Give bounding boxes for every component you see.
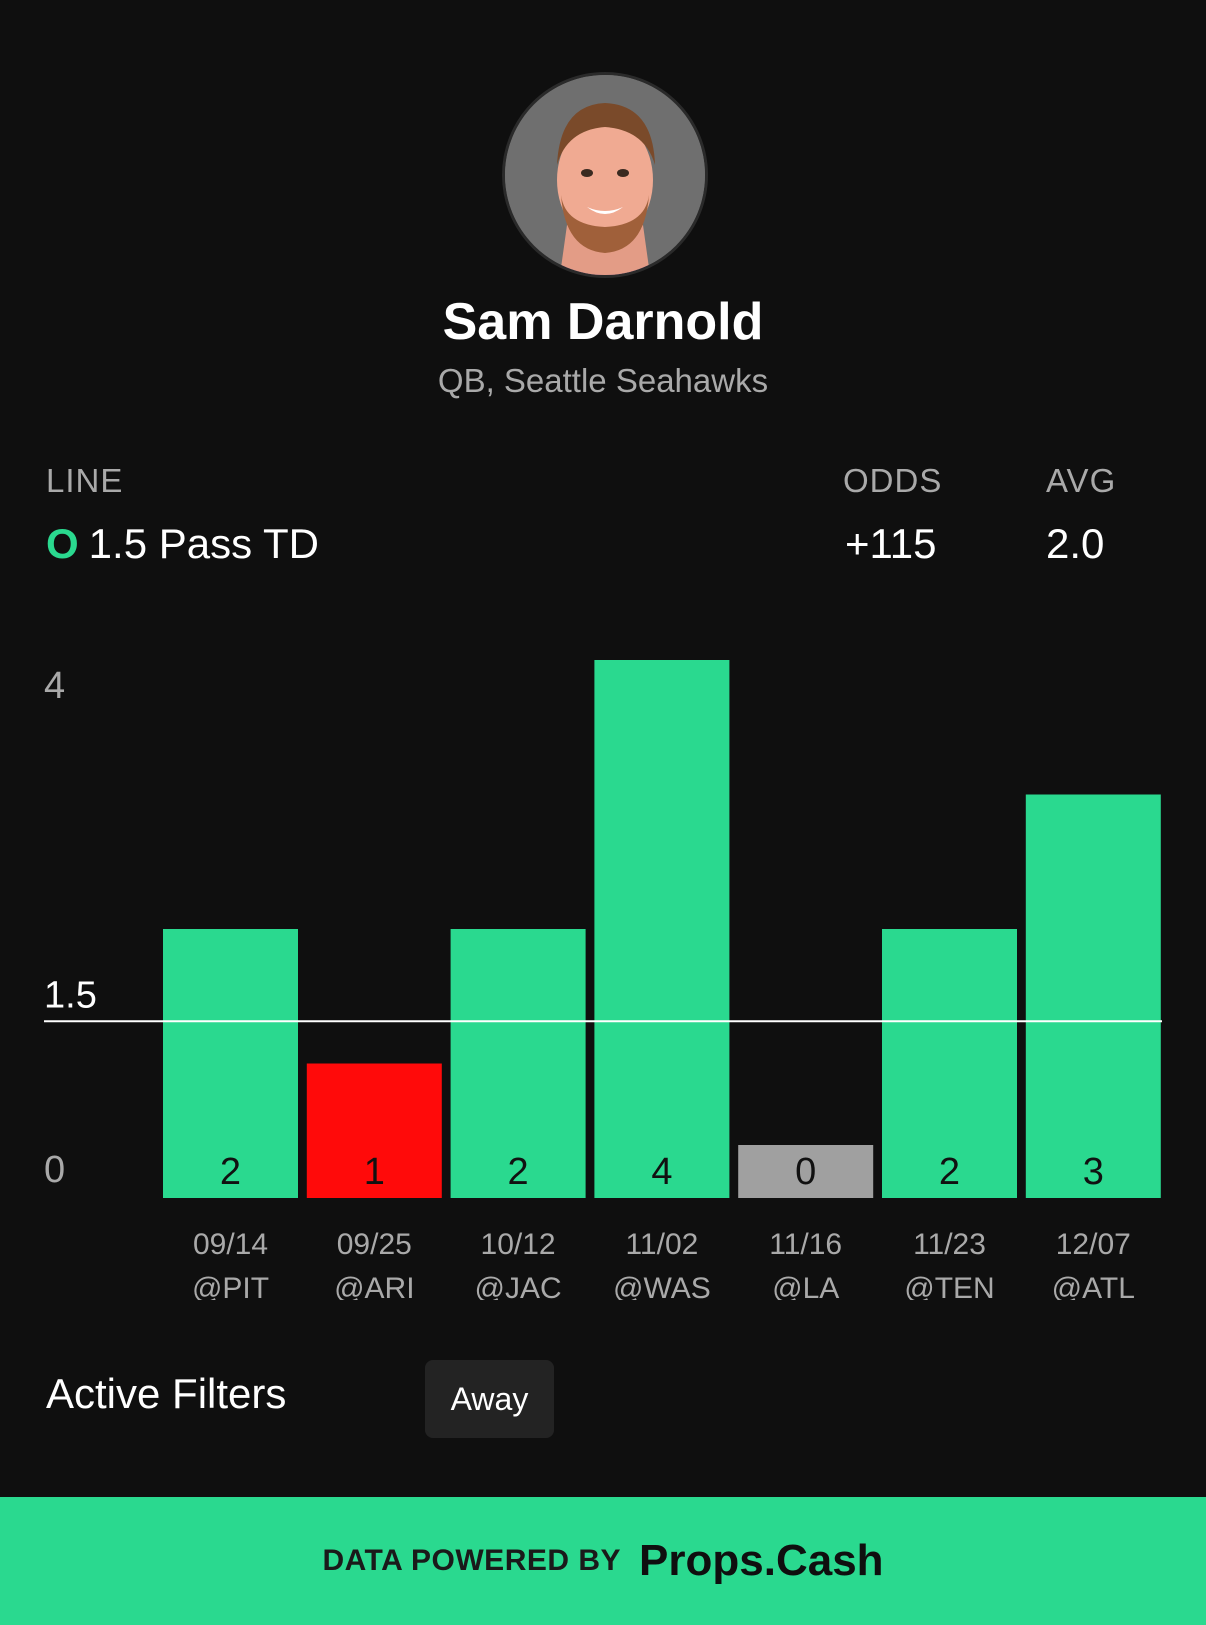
bar-6 — [1025, 794, 1161, 1198]
player-headshot — [505, 75, 705, 275]
active-filters-title: Active Filters — [46, 1370, 287, 1417]
x-tick-opponent-4: @LA — [772, 1272, 839, 1300]
x-tick-date-3: 11/02 — [625, 1228, 698, 1261]
x-tick-opponent-0: @PIT — [192, 1272, 269, 1300]
bar-value-label-0: 2 — [220, 1151, 241, 1193]
x-tick-opponent-1: @ARI — [334, 1272, 414, 1300]
x-tick-opponent-5: @TEN — [904, 1272, 994, 1300]
over-indicator: O — [46, 520, 79, 567]
player-position-team: QB, Seattle Seahawks — [437, 362, 769, 399]
filter-chip-away[interactable]: Away — [425, 1360, 554, 1438]
line-label: LINE — [46, 462, 124, 499]
bar-value-label-1: 1 — [364, 1151, 385, 1193]
footer-banner: DATA POWERED BY Props.Cash — [0, 1497, 1206, 1625]
x-tick-date-5: 11/23 — [913, 1228, 986, 1261]
x-tick-date-1: 09/25 — [337, 1228, 412, 1261]
bar-value-label-4: 0 — [795, 1151, 816, 1193]
x-tick-date-0: 09/14 — [193, 1228, 268, 1261]
footer-brand-logo[interactable]: Props.Cash — [639, 1536, 884, 1585]
player-avatar — [502, 72, 708, 278]
x-tick-opponent-3: @WAS — [613, 1272, 711, 1300]
bar-1 — [306, 1063, 442, 1198]
bar-5 — [882, 929, 1017, 1198]
odds-value: +115 — [845, 520, 937, 567]
x-tick-opponent-6: @ATL — [1052, 1272, 1135, 1300]
bar-3 — [594, 660, 730, 1198]
bar-value-label-2: 2 — [508, 1151, 529, 1193]
pass-td-bar-chart: 2 09/14 @PIT 1 09/25 @ARI 2 10/12 @JAC 4 11/02 @WAS… — [44, 660, 1162, 1300]
bar-value-label-3: 4 — [651, 1151, 672, 1193]
y-tick-4: 4 — [44, 665, 65, 707]
x-tick-date-6: 12/07 — [1056, 1228, 1131, 1261]
odds-label: ODDS — [843, 462, 943, 499]
footer-label: DATA POWERED BY — [322, 1544, 622, 1577]
player-name: Sam Darnold — [442, 293, 764, 351]
y-tick-0: 0 — [44, 1149, 65, 1191]
bar-value-label-5: 2 — [939, 1151, 960, 1193]
line-value-group: O 1.5 Pass TD — [46, 520, 319, 568]
bar-0 — [163, 929, 298, 1198]
bar-2 — [450, 929, 586, 1198]
bar-4 — [738, 1145, 874, 1198]
bar-value-label-6: 3 — [1083, 1151, 1104, 1193]
x-tick-date-2: 10/12 — [481, 1228, 556, 1261]
x-tick-date-4: 11/16 — [769, 1228, 842, 1261]
x-tick-opponent-2: @JAC — [475, 1272, 562, 1300]
y-tick-1-5: 1.5 — [44, 974, 97, 1016]
line-value: 1.5 Pass TD — [88, 520, 319, 567]
avg-value: 2.0 — [1046, 520, 1105, 567]
avg-label: AVG — [1046, 462, 1117, 499]
